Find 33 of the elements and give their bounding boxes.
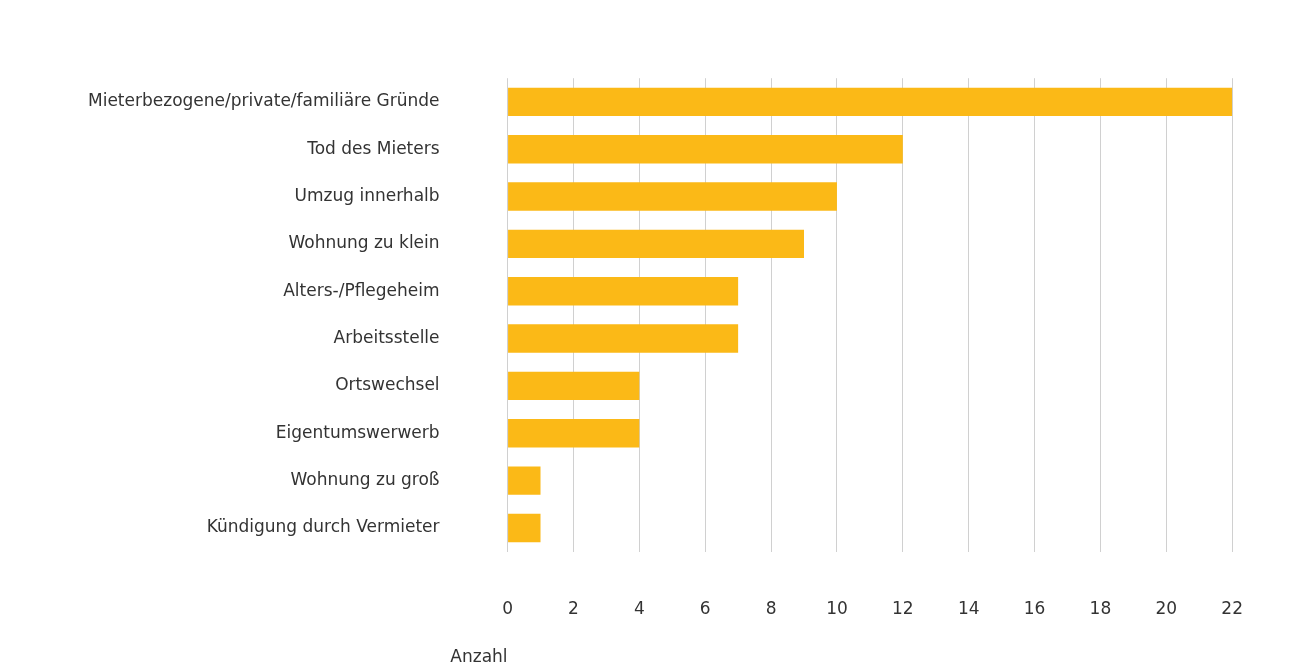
x-tick-label: 16 xyxy=(1023,598,1046,619)
x-tick-label: 10 xyxy=(826,598,848,619)
bar xyxy=(508,277,739,306)
x-tick-label: 18 xyxy=(1089,598,1112,619)
bar xyxy=(508,135,903,164)
y-tick-label: Mieterbezogene/private/familiäre Gründe xyxy=(87,90,440,111)
bar xyxy=(508,324,739,353)
bar xyxy=(508,229,804,259)
y-tick-label: Kündigung durch Vermieter xyxy=(206,516,440,537)
x-tick-label: 22 xyxy=(1221,598,1243,619)
x-tick-label: 14 xyxy=(957,598,980,619)
x-axis-title: Anzahl xyxy=(450,646,508,667)
x-tick-label: 6 xyxy=(699,598,711,619)
x-tick-label: 20 xyxy=(1155,598,1178,619)
y-tick-label: Wohnung zu klein xyxy=(288,232,440,253)
bar xyxy=(508,513,541,543)
y-tick-label: Umzug innerhalb xyxy=(294,184,440,205)
x-tick-label: 12 xyxy=(891,598,914,619)
y-tick-label: Ortswechsel xyxy=(335,374,440,395)
y-tick-label: Alters-/Pflegeheim xyxy=(283,279,440,300)
x-tick-label: 4 xyxy=(633,598,645,619)
bar xyxy=(508,419,640,448)
bar xyxy=(508,371,640,401)
y-tick-label: Eigentumswerwerb xyxy=(275,421,440,442)
x-tick-label: 0 xyxy=(502,598,513,619)
y-tick-label: Wohnung zu groß xyxy=(290,469,440,490)
x-tick-label: 2 xyxy=(568,598,579,619)
bar xyxy=(508,466,541,495)
bar xyxy=(508,182,837,211)
y-tick-label: Tod des Mieters xyxy=(306,137,440,158)
x-tick-label: 8 xyxy=(765,598,777,619)
y-tick-label: Arbeitsstelle xyxy=(333,326,440,347)
bar xyxy=(508,87,1233,117)
